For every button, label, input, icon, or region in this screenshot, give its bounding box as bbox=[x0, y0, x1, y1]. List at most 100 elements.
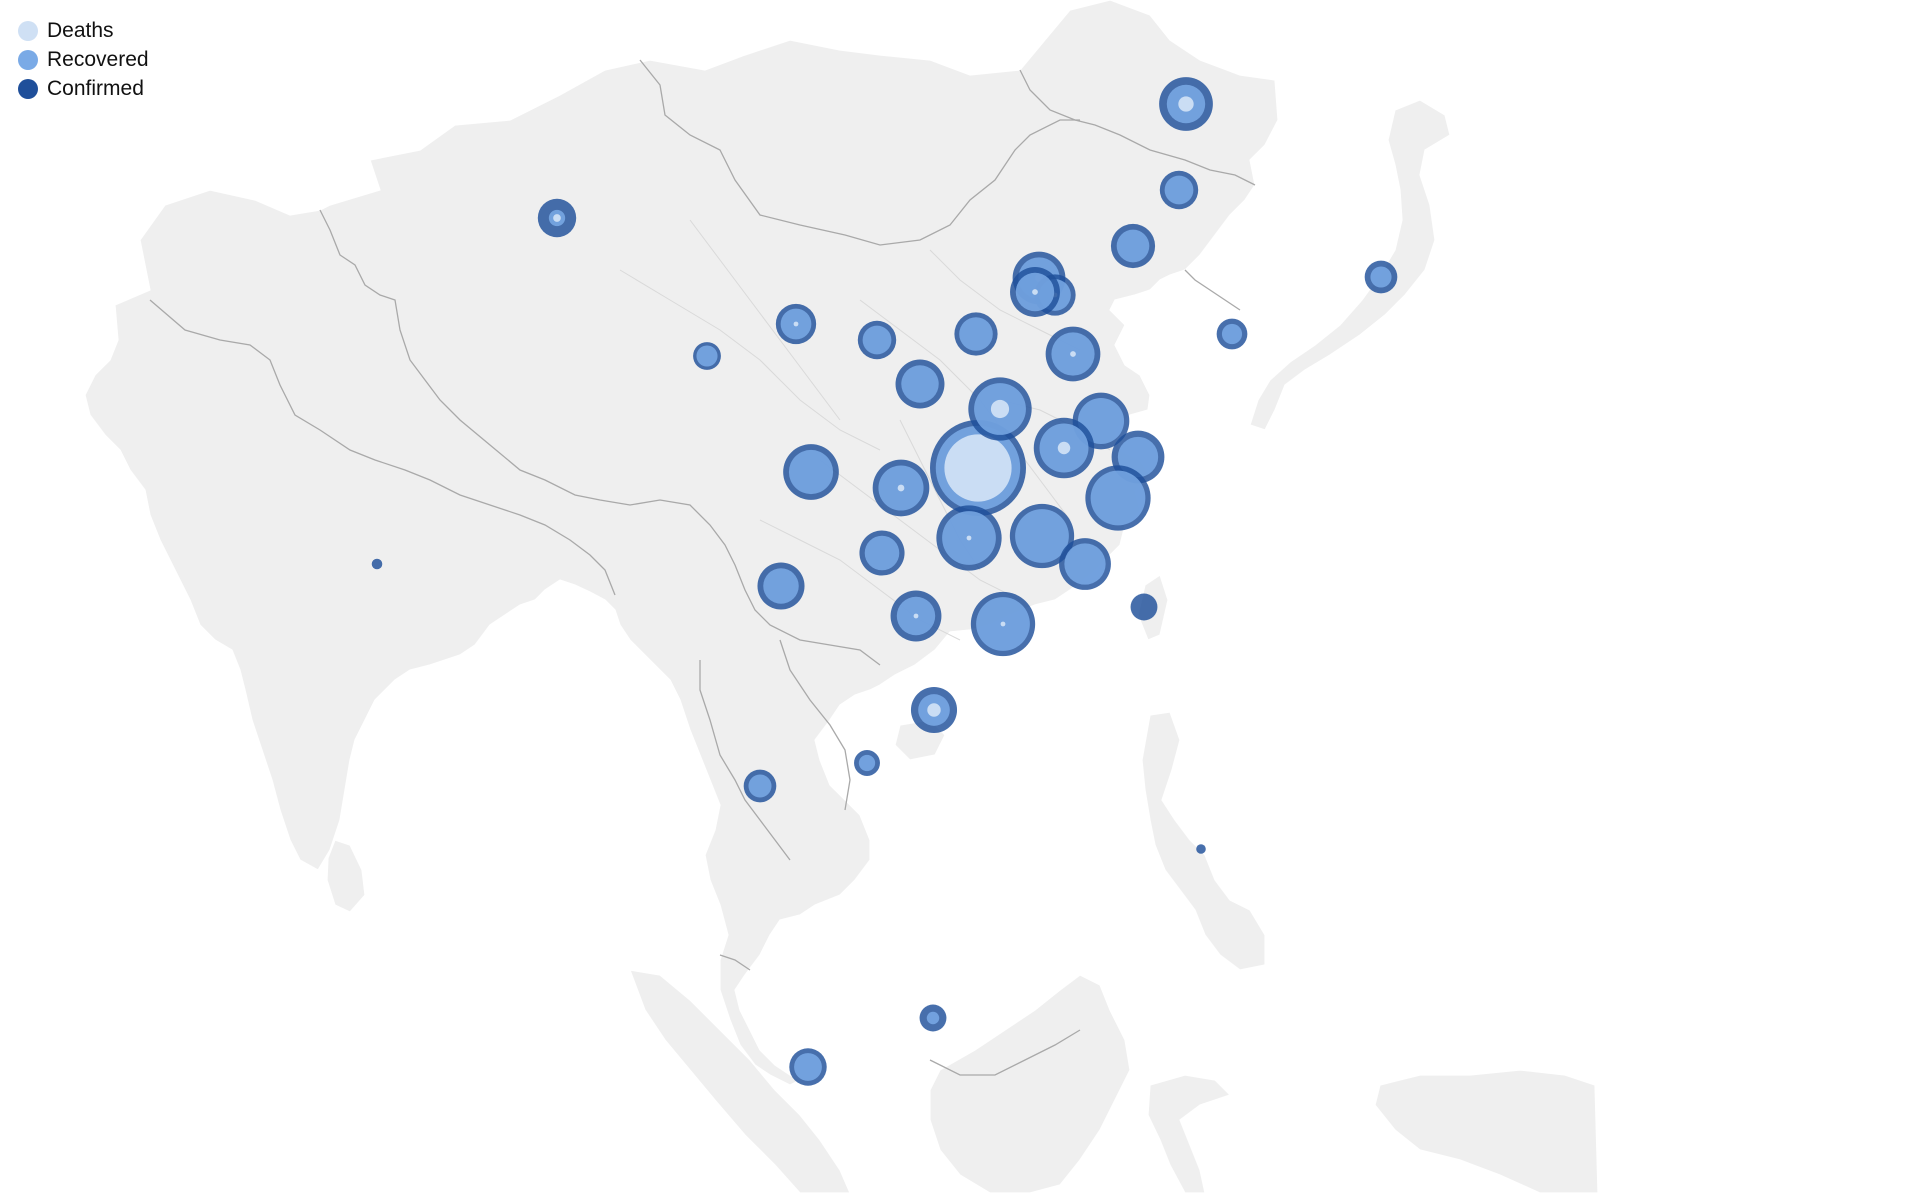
border-china-west bbox=[319, 209, 881, 666]
marker-hainan[interactable] bbox=[910, 686, 958, 734]
recovered-circle-cambodia bbox=[926, 1011, 940, 1025]
marker-hubei[interactable] bbox=[930, 420, 1026, 516]
marker-taiwan[interactable] bbox=[1130, 593, 1158, 621]
marker-hebei[interactable] bbox=[1010, 267, 1060, 317]
marker-hunan[interactable] bbox=[936, 505, 1002, 571]
deaths-circle-henan bbox=[990, 399, 1010, 419]
border-china-mongolia bbox=[639, 59, 1080, 246]
deaths-circle-xinjiang bbox=[553, 214, 561, 222]
recovered-swatch bbox=[18, 49, 38, 70]
land-sumatra bbox=[629, 969, 851, 1193]
recovered-circle-yunnan bbox=[763, 568, 799, 604]
recovered-circle-sichuan bbox=[788, 449, 834, 495]
deaths-circle-hunan bbox=[966, 535, 972, 541]
marker-guangdong[interactable] bbox=[970, 591, 1036, 657]
marker-vietnam[interactable] bbox=[854, 750, 880, 776]
recovered-circle-ningxia bbox=[862, 325, 892, 355]
marker-shanxi[interactable] bbox=[954, 312, 998, 356]
marker-ningxia[interactable] bbox=[857, 320, 897, 360]
recovered-circle-qinghai bbox=[696, 345, 718, 367]
marker-yunnan[interactable] bbox=[757, 562, 805, 610]
marker-gansu[interactable] bbox=[775, 303, 817, 345]
marker-qinghai[interactable] bbox=[693, 342, 721, 370]
marker-liaoning[interactable] bbox=[1110, 223, 1156, 269]
marker-sichuan[interactable] bbox=[783, 444, 839, 500]
recovered-circle-thailand bbox=[748, 774, 772, 798]
deaths-circle-gansu bbox=[793, 321, 799, 327]
recovered-circle-fujian bbox=[1064, 543, 1106, 585]
marker-singapore[interactable] bbox=[789, 1048, 827, 1086]
marker-heilongjiang[interactable] bbox=[1159, 77, 1213, 131]
land-borneo bbox=[929, 974, 1131, 1193]
land-philippines bbox=[1141, 711, 1266, 971]
confirmed-swatch bbox=[18, 78, 38, 99]
recovered-circle-singapore bbox=[794, 1053, 822, 1081]
marker-xinjiang[interactable] bbox=[537, 198, 577, 238]
marker-thailand[interactable] bbox=[743, 769, 777, 803]
marker-shandong[interactable] bbox=[1045, 326, 1101, 382]
deaths-circle-heilongjiang bbox=[1178, 96, 1194, 112]
legend-label-recovered: Recovered bbox=[47, 47, 149, 71]
recovered-circle-south-korea bbox=[1221, 323, 1243, 345]
deaths-circle-guangdong bbox=[1000, 621, 1006, 627]
legend: Deaths Recovered Confirmed bbox=[18, 16, 149, 103]
recovered-circle-vietnam bbox=[858, 754, 876, 772]
marker-zhejiang[interactable] bbox=[1085, 465, 1151, 531]
legend-label-deaths: Deaths bbox=[47, 18, 114, 42]
confirmed-circle-philippines bbox=[1196, 844, 1206, 854]
province-line-2 bbox=[689, 219, 841, 421]
marker-guizhou[interactable] bbox=[859, 530, 905, 576]
legend-item-deaths[interactable]: Deaths bbox=[18, 16, 149, 45]
deaths-circle-anhui bbox=[1057, 441, 1071, 455]
recovered-circle-zhejiang bbox=[1090, 470, 1146, 526]
recovered-circle-jilin bbox=[1164, 175, 1194, 205]
deaths-circle-shandong bbox=[1070, 351, 1076, 357]
deaths-circle-hainan bbox=[927, 703, 941, 717]
marker-anhui[interactable] bbox=[1033, 417, 1095, 479]
marker-shaanxi[interactable] bbox=[895, 359, 945, 409]
marker-fujian[interactable] bbox=[1059, 538, 1111, 590]
confirmed-circle-taiwan bbox=[1130, 593, 1158, 621]
border-laos-vietnam bbox=[779, 639, 851, 811]
recovered-circle-liaoning bbox=[1116, 229, 1150, 263]
deaths-circle-hebei bbox=[1032, 289, 1038, 295]
recovered-circle-shanxi bbox=[959, 317, 993, 351]
border-korea bbox=[1184, 269, 1241, 311]
recovered-circle-jiangxi bbox=[1015, 509, 1069, 563]
border-malaysia bbox=[719, 954, 751, 971]
legend-item-confirmed[interactable]: Confirmed bbox=[18, 74, 149, 103]
land-new-guinea bbox=[1374, 1069, 1599, 1193]
marker-layer bbox=[371, 77, 1398, 1086]
marker-henan[interactable] bbox=[968, 377, 1032, 441]
marker-japan[interactable] bbox=[1364, 260, 1398, 294]
border-indochina bbox=[699, 660, 791, 861]
marker-guangxi[interactable] bbox=[890, 590, 942, 642]
marker-jilin[interactable] bbox=[1159, 170, 1199, 210]
confirmed-circle-india bbox=[371, 558, 383, 570]
deaths-circle-hubei bbox=[944, 434, 1012, 502]
border-india bbox=[149, 299, 616, 596]
recovered-circle-guizhou bbox=[864, 535, 900, 571]
land-sulawesi bbox=[1147, 1074, 1232, 1193]
deaths-swatch bbox=[18, 20, 38, 41]
marker-jiangxi[interactable] bbox=[1009, 503, 1075, 569]
marker-south-korea[interactable] bbox=[1216, 318, 1248, 350]
border-china-russia-east bbox=[1019, 69, 1256, 186]
province-line-1 bbox=[619, 269, 881, 451]
marker-philippines[interactable] bbox=[1196, 844, 1206, 854]
landmass-layer bbox=[84, 0, 1599, 1193]
marker-chongqing[interactable] bbox=[872, 459, 930, 517]
marker-cambodia[interactable] bbox=[919, 1004, 947, 1032]
border-borneo bbox=[929, 1029, 1081, 1076]
country-borders bbox=[149, 59, 1256, 1076]
marker-india[interactable] bbox=[371, 558, 383, 570]
recovered-circle-shaanxi bbox=[901, 365, 939, 403]
deaths-circle-guangxi bbox=[913, 613, 919, 619]
legend-item-recovered[interactable]: Recovered bbox=[18, 45, 149, 74]
province-line-4 bbox=[819, 459, 1021, 601]
land-japan bbox=[1249, 99, 1451, 431]
land-mainland-asia bbox=[84, 0, 1279, 1086]
deaths-circle-chongqing bbox=[897, 484, 905, 492]
land-sri-lanka bbox=[326, 839, 366, 913]
